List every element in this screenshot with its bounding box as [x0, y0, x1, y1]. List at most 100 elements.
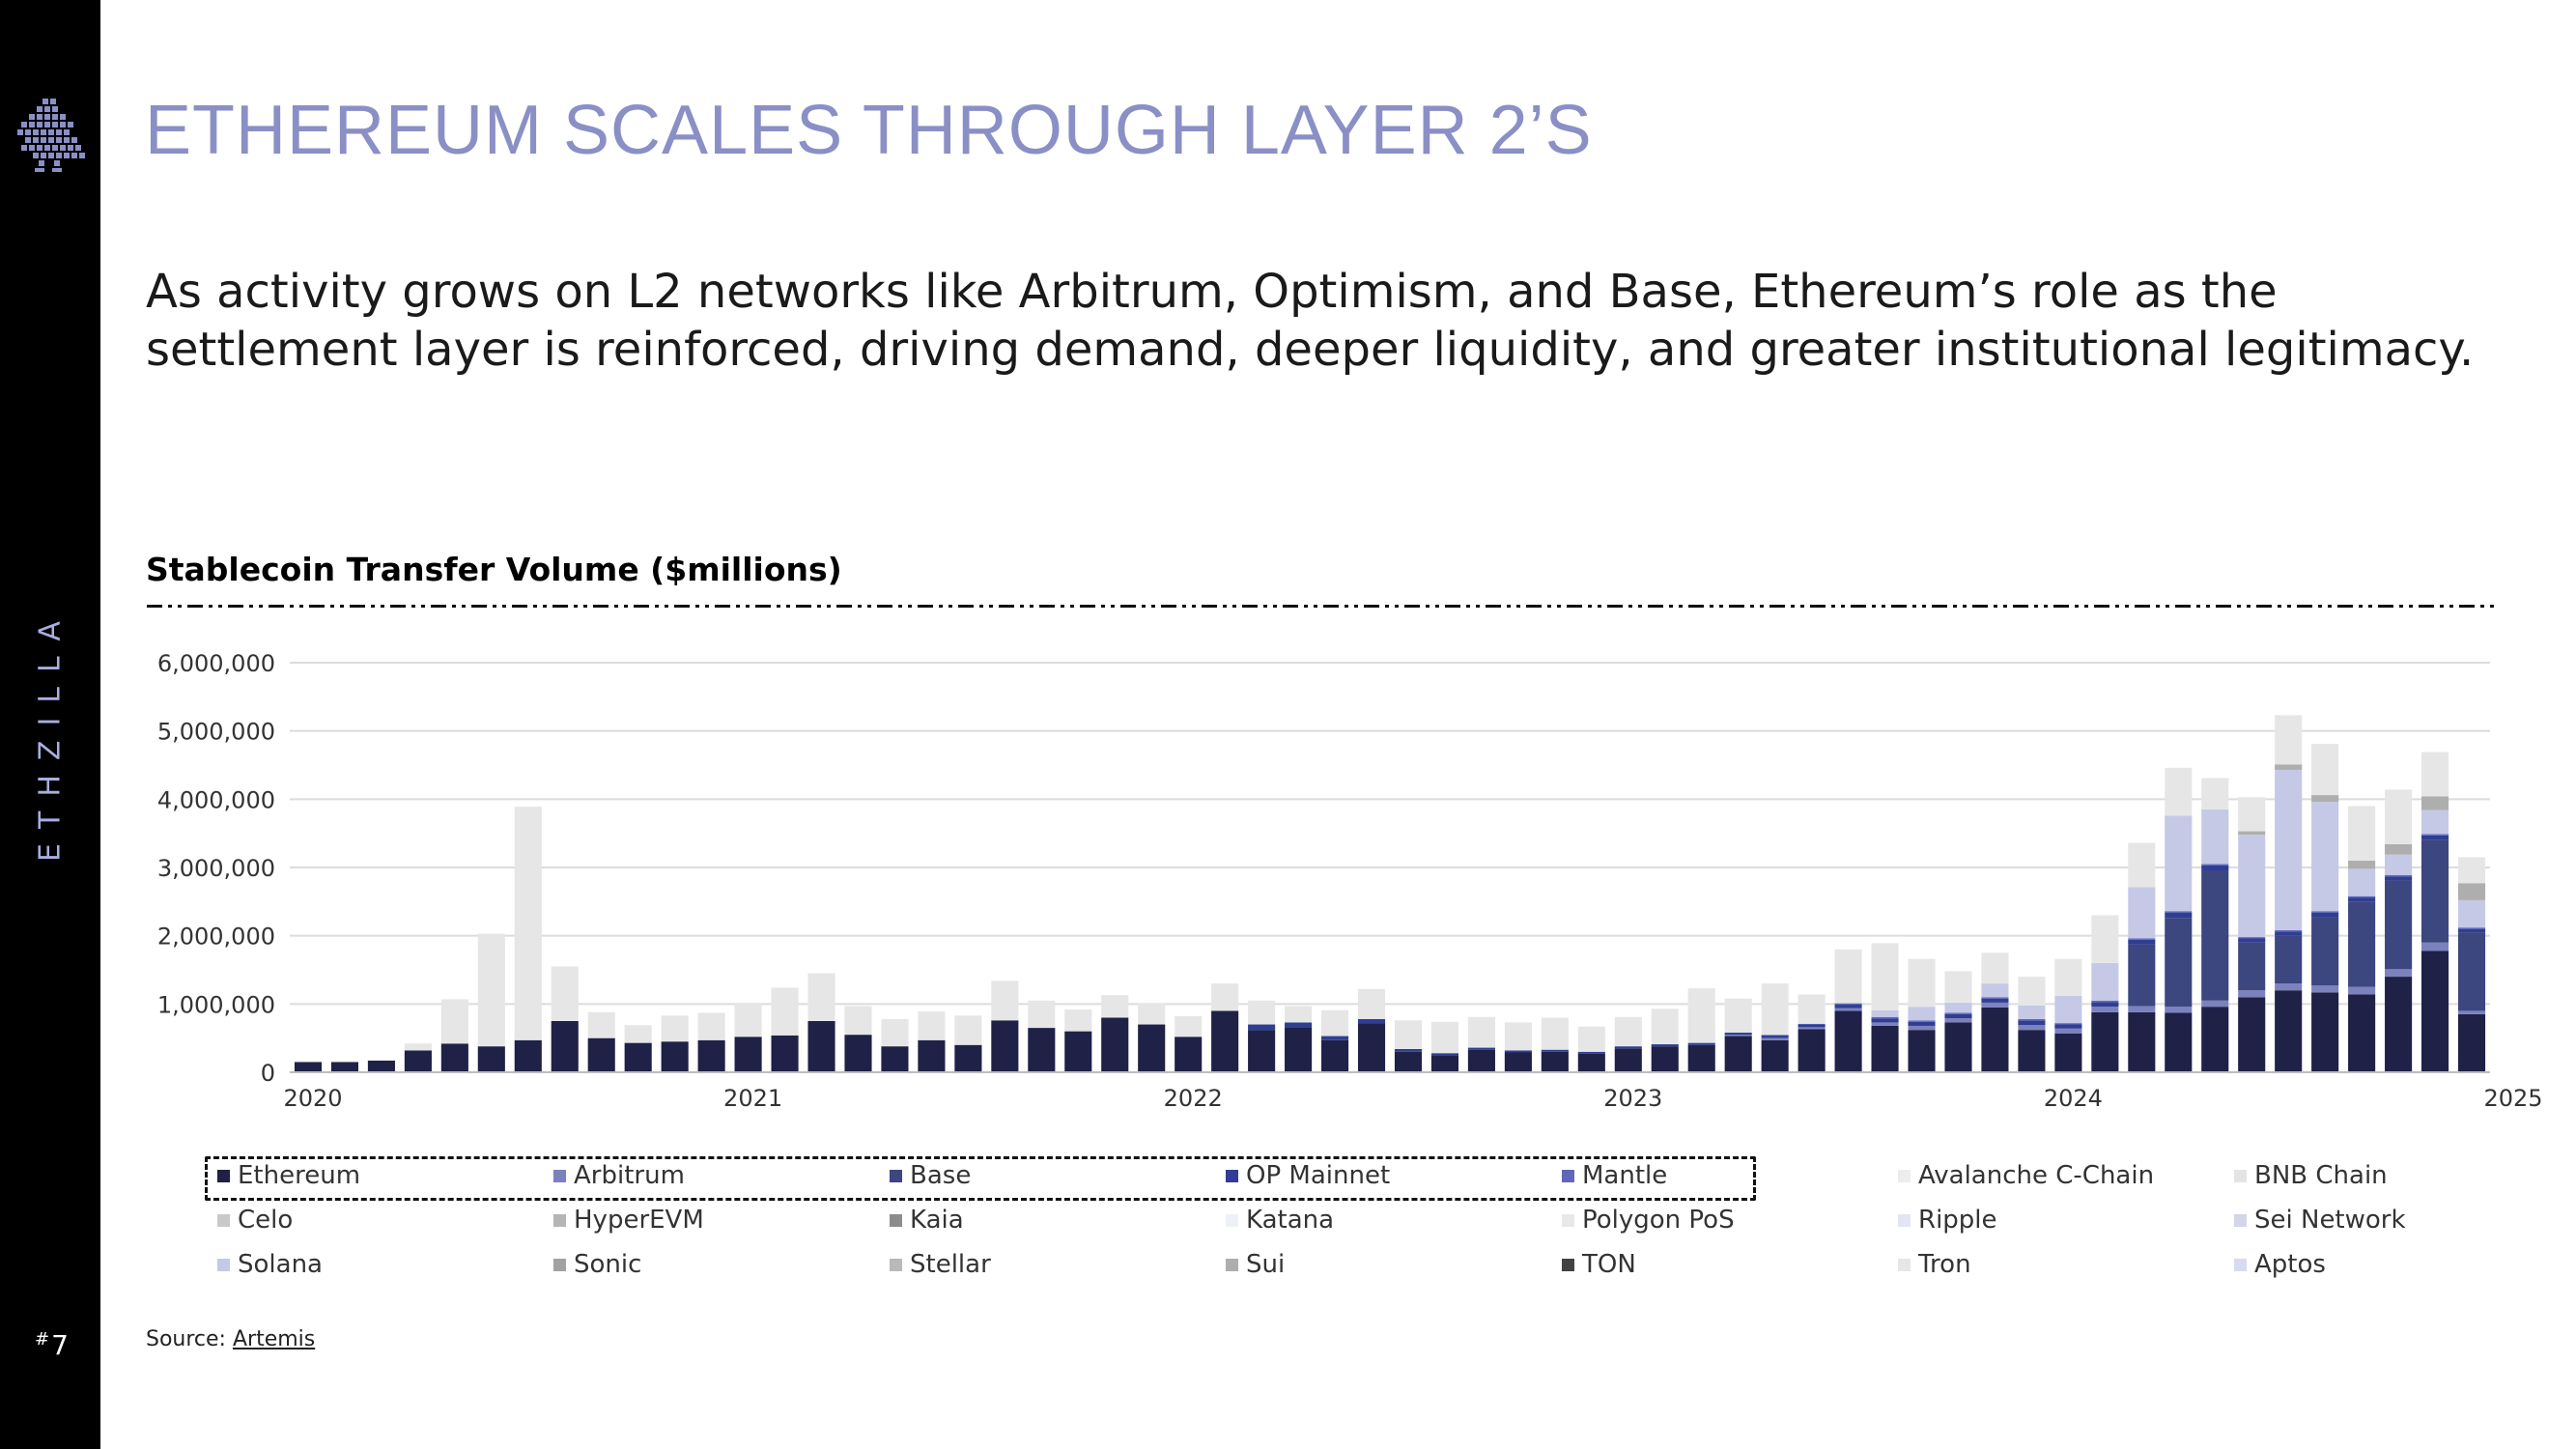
legend-item[interactable]: Ripple [1898, 1201, 1997, 1239]
legend-swatch [553, 1169, 566, 1182]
bar-segment [1504, 1050, 1532, 1053]
legend-item[interactable]: Avalanche C-Chain [1898, 1156, 2154, 1195]
bar-segment [1761, 983, 1789, 1036]
bar-segment [2128, 1006, 2156, 1012]
bar-segment [991, 980, 1019, 1021]
legend-item[interactable]: Celo [217, 1201, 293, 1239]
bar-segment [2201, 870, 2229, 1001]
legend-item[interactable]: BNB Chain [2234, 1156, 2388, 1195]
bar-segment [2238, 835, 2266, 938]
legend-item[interactable]: Sui [1226, 1245, 1285, 1284]
chart-title: Stablecoin Transfer Volume ($millions) [146, 551, 842, 588]
legend-item[interactable]: Arbitrum [553, 1156, 685, 1195]
legend-item[interactable]: Base [890, 1156, 971, 1195]
y-tick-label: 1,000,000 [157, 991, 275, 1018]
bar-segment [1798, 1023, 1826, 1025]
bar-segment [1761, 1037, 1789, 1040]
legend-swatch [2234, 1169, 2247, 1182]
bar-segment [1687, 1042, 1715, 1045]
legend-item[interactable]: Aptos [2234, 1245, 2326, 1284]
legend-item[interactable]: Sei Network [2234, 1201, 2406, 1239]
legend-swatch [1226, 1169, 1238, 1182]
legend-item[interactable]: OP Mainnet [1226, 1156, 1390, 1195]
bar-segment [2054, 1033, 2082, 1072]
legend-item[interactable]: Sonic [553, 1245, 641, 1284]
bar-segment [1798, 1024, 1826, 1028]
source-prefix: Source: [146, 1327, 233, 1351]
bar-segment [2054, 995, 2082, 1024]
bar-segment [1285, 1022, 1313, 1028]
bar-segment [1394, 1048, 1423, 1052]
bar-segment [404, 1050, 432, 1072]
bar-segment [2054, 1024, 2082, 1029]
bar-segment [2457, 883, 2486, 900]
legend-swatch [1898, 1169, 1911, 1182]
legend-item[interactable]: Ethereum [217, 1156, 360, 1195]
bar-segment [1064, 1031, 1092, 1072]
bar-segment [1687, 988, 1715, 1043]
legend-label: Sui [1246, 1250, 1286, 1279]
legend-item[interactable]: TON [1562, 1245, 1636, 1284]
legend-swatch [890, 1213, 902, 1227]
bar-segment [1908, 1025, 1936, 1031]
bar-segment [2457, 928, 2486, 933]
bar-segment [2311, 802, 2339, 912]
legend-label: Celo [238, 1206, 294, 1235]
bar-segment [330, 1062, 358, 1072]
bar-segment [2201, 1007, 2229, 1072]
bar-segment [1834, 1003, 1862, 1006]
bar-segment [2275, 990, 2303, 1072]
bar-segment [2421, 951, 2449, 1072]
bar-segment [2421, 834, 2449, 836]
legend-label: TON [1582, 1250, 1636, 1279]
bar-segment [2311, 992, 2339, 1072]
bar-segment [1321, 1009, 1349, 1037]
bar-segment [2348, 868, 2376, 896]
legend-item[interactable]: Mantle [1562, 1156, 1667, 1195]
legend-item[interactable]: Polygon PoS [1562, 1201, 1735, 1239]
bar-segment [1211, 1010, 1239, 1072]
bar-segment [1175, 1037, 1203, 1072]
bar-segment [551, 1021, 579, 1072]
bar-segment [1430, 1021, 1458, 1054]
x-tick-label: 2021 [723, 1085, 782, 1112]
bar-segment [1577, 1053, 1605, 1072]
legend-item[interactable]: Stellar [890, 1245, 991, 1284]
legend-item[interactable]: Tron [1898, 1245, 1971, 1284]
bar-segment [1908, 1030, 1936, 1072]
y-tick-label: 4,000,000 [157, 786, 275, 813]
bar-segment [2238, 937, 2266, 939]
bar-segment [1944, 1012, 1972, 1014]
pixel-godzilla-logo-icon [17, 99, 85, 172]
legend-item[interactable]: Katana [1226, 1201, 1334, 1239]
legend-swatch [1226, 1213, 1238, 1227]
bar-segment [1614, 1046, 1642, 1049]
chart-title-divider [147, 605, 2499, 608]
bar-segment [2165, 918, 2193, 1008]
bar-segment [2275, 715, 2303, 765]
legend-swatch [1226, 1258, 1238, 1271]
bar-segment [2348, 994, 2376, 1072]
legend-label: Avalanche C-Chain [1918, 1161, 2155, 1190]
bar-segment [2348, 901, 2376, 987]
bar-segment [734, 1037, 762, 1072]
legend-item[interactable]: Solana [217, 1245, 323, 1284]
legend-item[interactable]: HyperEVM [553, 1201, 704, 1239]
bar-segment [2311, 912, 2339, 918]
bar-segment [1175, 1016, 1203, 1037]
legend-label: Base [910, 1161, 972, 1190]
bar-segment [2018, 977, 2046, 1006]
source-link[interactable]: Artemis [232, 1327, 316, 1351]
bar-segment [2348, 986, 2376, 995]
bar-segment [1908, 1007, 1936, 1021]
bar-segment [1430, 1053, 1458, 1056]
legend-label: Ethereum [238, 1161, 361, 1190]
bar-segment [2018, 1005, 2046, 1019]
bar-segment [2275, 935, 2303, 984]
legend-item[interactable]: Kaia [890, 1201, 964, 1239]
legend-label: Sei Network [2254, 1206, 2406, 1235]
bar-segment [1248, 1000, 1276, 1025]
bar-segment [2091, 1000, 2119, 1003]
chart-legend: Ethereum Arbitrum Base OP Mainnet Mantle Aval… [217, 1156, 2555, 1292]
page-number-value: 7 [51, 1329, 69, 1361]
